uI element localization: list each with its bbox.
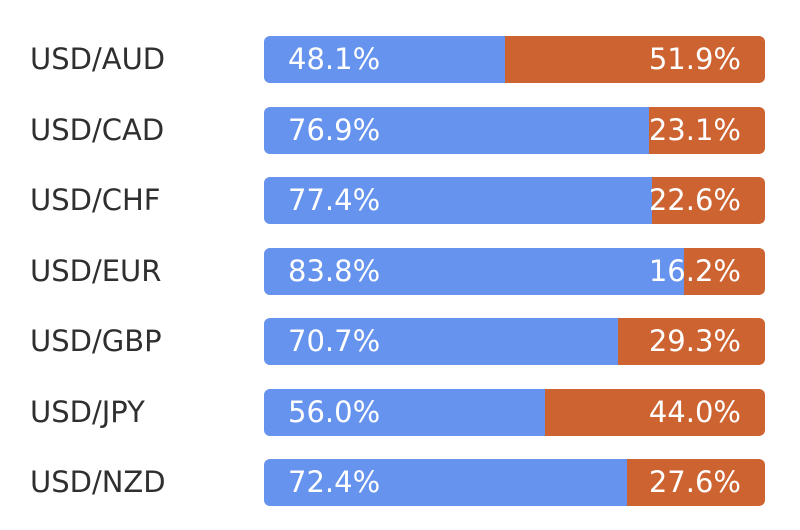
bar-segment-right — [683, 248, 765, 295]
value-label-right: 27.6% — [648, 465, 741, 499]
stacked-bar: 77.4% 22.6% — [264, 177, 765, 224]
bar-segment-left — [264, 459, 627, 506]
bar-row: USD/CAD 76.9% 23.1% — [0, 107, 800, 154]
value-label-right: 22.6% — [648, 183, 741, 217]
bar-row: USD/GBP 70.7% 29.3% — [0, 318, 800, 365]
bar-row: USD/AUD 48.1% 51.9% — [0, 36, 800, 83]
stacked-bar: 48.1% 51.9% — [264, 36, 765, 83]
value-label-left: 77.4% — [288, 183, 381, 217]
bar-segment-left — [264, 389, 545, 436]
bar-row: USD/EUR 83.8% 16.2% — [0, 248, 800, 295]
value-label-left: 48.1% — [288, 42, 381, 76]
bar-segment-right — [618, 318, 765, 365]
bar-segment-right — [649, 107, 765, 154]
stacked-bar: 83.8% 16.2% — [264, 248, 765, 295]
bar-segment-left — [264, 248, 684, 295]
category-label: USD/AUD — [30, 42, 166, 76]
value-label-right: 29.3% — [648, 324, 741, 358]
stacked-bar: 70.7% 29.3% — [264, 318, 765, 365]
value-label-left: 56.0% — [288, 395, 381, 429]
stacked-bar: 72.4% 27.6% — [264, 459, 765, 506]
value-label-left: 76.9% — [288, 113, 381, 147]
bar-segment-right — [504, 36, 765, 83]
value-label-right: 44.0% — [648, 395, 741, 429]
value-label-right: 16.2% — [648, 254, 741, 288]
value-label-right: 51.9% — [648, 42, 741, 76]
category-label: USD/GBP — [30, 324, 162, 358]
value-label-left: 83.8% — [288, 254, 381, 288]
category-label: USD/CAD — [30, 113, 165, 147]
bar-segment-right — [544, 389, 765, 436]
bar-row: USD/JPY 56.0% 44.0% — [0, 389, 800, 436]
value-label-right: 23.1% — [648, 113, 741, 147]
bar-row: USD/NZD 72.4% 27.6% — [0, 459, 800, 506]
category-label: USD/CHF — [30, 183, 161, 217]
value-label-left: 72.4% — [288, 465, 381, 499]
category-label: USD/NZD — [30, 465, 166, 499]
stacked-bar: 56.0% 44.0% — [264, 389, 765, 436]
bar-segment-left — [264, 36, 505, 83]
category-label: USD/EUR — [30, 254, 162, 288]
bar-segment-left — [264, 177, 652, 224]
category-label: USD/JPY — [30, 395, 145, 429]
bar-segment-right — [651, 177, 765, 224]
value-label-left: 70.7% — [288, 324, 381, 358]
bar-segment-left — [264, 107, 650, 154]
bar-segment-right — [626, 459, 765, 506]
bar-segment-left — [264, 318, 619, 365]
bar-row: USD/CHF 77.4% 22.6% — [0, 177, 800, 224]
stacked-bar: 76.9% 23.1% — [264, 107, 765, 154]
